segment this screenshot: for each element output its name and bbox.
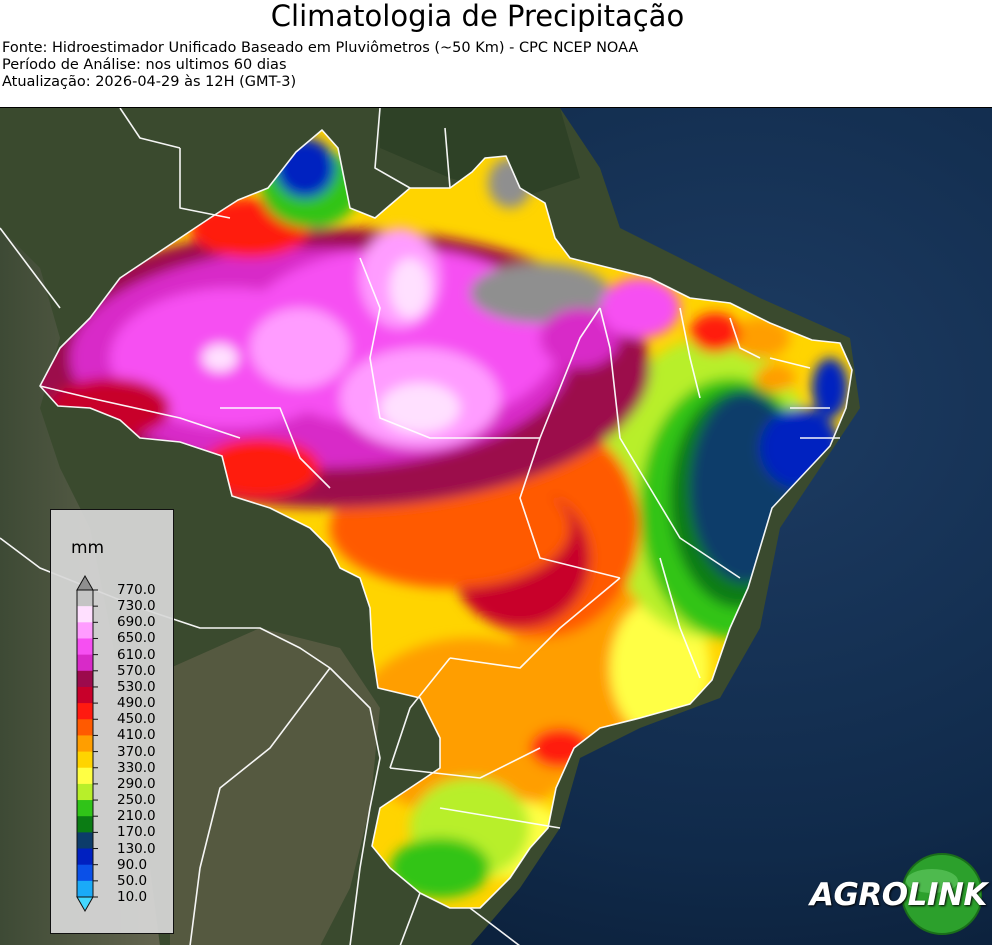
colorbar-tick-label: 130.0 [117,840,156,857]
logo-part-link: LINK [907,877,988,913]
colorbar-tick-label: 90.0 [117,856,148,873]
colorbar-segment [77,832,93,850]
colorbar-tick-label: 370.0 [117,743,156,760]
colorbar-segment [77,864,93,882]
color-legend: mm 770.0 730.0 690.0 650.0 610.0 570.0 530.0 49… [50,509,174,934]
colorbar-segment [77,735,93,753]
colorbar-tick-label: 410.0 [117,727,156,744]
colorbar-min-arrow [76,896,94,913]
colorbar-segment [77,767,93,785]
colorbar-tick-label: 610.0 [117,646,156,663]
agrolink-logo-text: AGROLINK [810,877,987,913]
colorbar-tick-label: 730.0 [117,598,156,615]
colorbar-segment [77,783,93,801]
map-title: Climatologia de Precipitação [270,0,685,33]
colorbar-tick-label: 770.0 [117,582,156,598]
colorbar-segment [77,800,93,817]
colorbar-tick-label: 570.0 [117,662,156,679]
analysis-period-text: Período de Análise: nos ultimos 60 dias [2,57,287,73]
colorbar-tick-label: 250.0 [117,792,156,809]
legend-colorbar [76,574,98,913]
colorbar-segment [77,590,93,607]
colorbar-tick-label: 10.0 [117,889,148,905]
colorbar-segment [77,751,93,769]
colorbar-tick-label: 490.0 [117,695,156,712]
agrolink-logo: AGROLINK [806,853,987,935]
colorbar-segment [77,670,93,688]
colorbar-max-arrow [76,574,94,591]
colorbar-outline [76,589,94,898]
colorbar-tick-label: 50.0 [117,872,148,889]
colorbar-tick-label: 690.0 [117,614,156,631]
colorbar-tick-label: 530.0 [117,678,156,695]
data-source-text: Fonte: Hidroestimador Unificado Baseado … [2,40,639,56]
colorbar-segment [77,848,93,866]
precipitation-map [0,107,992,945]
colorbar-segment [77,638,93,656]
colorbar-tick-label: 330.0 [117,759,156,776]
colorbar-tick-label: 650.0 [117,630,156,647]
colorbar-segment [77,719,93,736]
colorbar-segment [77,622,93,639]
colorbar-segment [77,816,93,833]
legend-unit-label: mm [71,538,105,558]
colorbar-segment [77,703,93,720]
colorbar-segment [77,686,93,704]
colorbar-tick-label: 170.0 [117,824,156,841]
update-time-text: Atualização: 2026-04-29 às 12H (GMT-3) [2,74,297,90]
colorbar-segment [77,654,93,672]
colorbar-tick-label: 210.0 [117,808,156,825]
logo-part-agro: AGRO [810,877,908,913]
colorbar-segment [77,880,93,898]
agrolink-logo-mark [901,853,983,935]
colorbar-segment [77,606,93,623]
colorbar-tick-label: 290.0 [117,775,156,792]
colorbar-tick-label: 450.0 [117,711,156,728]
